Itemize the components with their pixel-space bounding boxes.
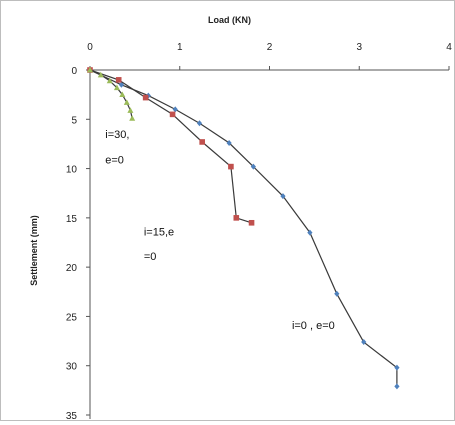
- data-point: [119, 91, 126, 98]
- data-point: [142, 94, 149, 101]
- y-tick-labels: 0 5 10 15 20 25 30 35: [66, 66, 78, 422]
- data-point: [129, 115, 136, 121]
- x-axis-title: Load (KN): [208, 15, 251, 25]
- x-tick-label: 4: [446, 42, 452, 53]
- data-point: [307, 229, 313, 236]
- x-tick-labels: 0 1 2 3 4: [87, 42, 452, 53]
- axes: [86, 66, 450, 419]
- data-point: [248, 219, 255, 226]
- annotation-label: =0: [144, 251, 157, 263]
- data-point: [361, 339, 367, 346]
- data-point: [280, 193, 286, 200]
- y-tick-label: 25: [66, 312, 78, 323]
- data-point: [228, 163, 234, 170]
- data-point: [113, 84, 120, 91]
- x-tick-label: 0: [87, 42, 93, 53]
- annotation-label: i=30,: [105, 129, 129, 141]
- series-1: [87, 67, 400, 390]
- data-point: [115, 77, 122, 83]
- x-tick-label: 1: [177, 42, 183, 53]
- y-tick-label: 10: [66, 165, 78, 176]
- data-point: [118, 81, 125, 88]
- data-point: [199, 139, 205, 145]
- annotation-label: e=0: [105, 155, 124, 167]
- data-point: [106, 77, 113, 84]
- annotation-layer: i=30, e=0 i=15,e =0 i=0 , e=0: [105, 129, 335, 332]
- data-point: [250, 163, 256, 170]
- data-point: [226, 139, 232, 146]
- data-point: [196, 120, 203, 127]
- data-point: [123, 99, 130, 105]
- y-tick-label: 20: [66, 263, 78, 274]
- series-layer: [87, 66, 400, 390]
- y-tick-label: 0: [71, 66, 77, 77]
- series-line: [89, 69, 398, 387]
- data-point: [127, 107, 134, 113]
- x-tick-label: 3: [356, 42, 362, 53]
- y-tick-label: 35: [66, 411, 78, 420]
- data-point: [169, 111, 176, 118]
- y-tick-label: 30: [66, 362, 78, 373]
- y-axis-title: Settlement (mm): [29, 215, 39, 286]
- annotation-label: i=15,e: [144, 227, 174, 239]
- data-point: [394, 364, 400, 371]
- series-2: [87, 67, 255, 226]
- data-point: [97, 71, 104, 78]
- data-point: [87, 66, 93, 73]
- data-point: [394, 383, 400, 390]
- x-tick-label: 2: [267, 42, 273, 53]
- series-line: [89, 69, 252, 224]
- series-3: [87, 66, 136, 121]
- data-point: [172, 106, 178, 113]
- annotation-label: i=0 , e=0: [292, 320, 335, 332]
- y-tick-label: 15: [66, 214, 78, 225]
- data-point: [233, 215, 240, 221]
- data-point: [334, 290, 340, 297]
- y-tick-label: 5: [71, 115, 77, 126]
